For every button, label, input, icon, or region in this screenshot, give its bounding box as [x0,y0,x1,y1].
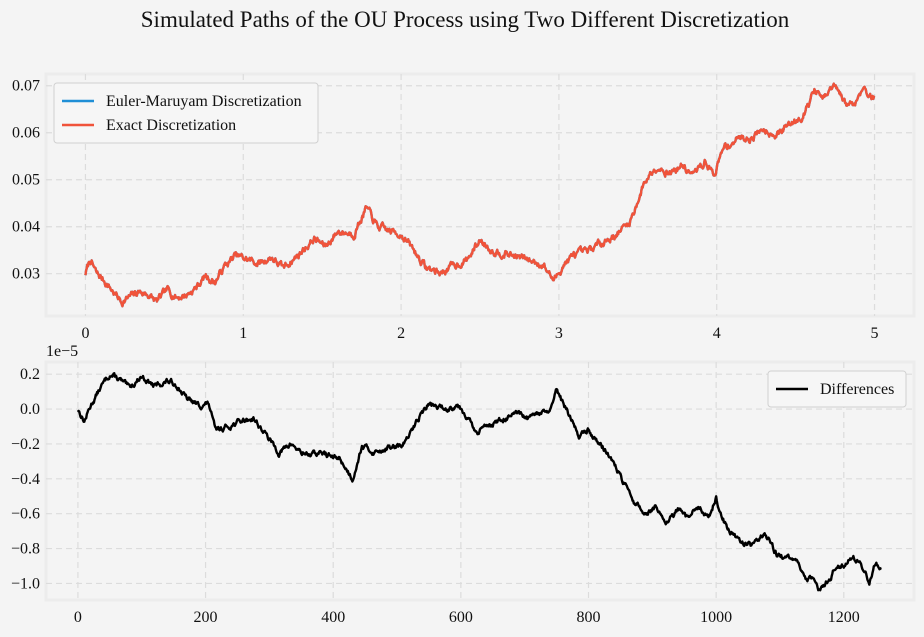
y-tick-label: 0.2 [20,366,40,383]
y-tick-label: 0.03 [12,266,40,283]
legend-box [767,370,907,408]
legend-label: Differences [820,381,894,398]
legend-label: Exact Discretization [106,117,236,134]
y-tick-label: 0.07 [12,78,40,95]
y-tick-label: 0.04 [12,219,40,236]
y-tick-label: −0.4 [11,471,40,488]
figure-title: Simulated Paths of the OU Process using … [141,7,790,32]
legend-label: Euler-Maruyam Discretization [106,93,302,110]
plot-area [44,72,916,318]
x-tick-label: 1200 [828,609,860,626]
x-tick-label: 0 [81,325,89,342]
x-tick-label: 3 [555,325,563,342]
x-tick-label: 2 [397,325,405,342]
y-offset-label: 1e−5 [46,343,78,360]
x-tick-label: 400 [321,609,345,626]
legend: Differences [767,370,907,408]
x-tick-label: 1 [239,325,247,342]
y-tick-label: −1.0 [11,575,40,592]
x-tick-label: 600 [449,609,473,626]
y-tick-label: −0.2 [11,436,40,453]
x-tick-label: 800 [577,609,601,626]
x-tick-label: 5 [871,325,879,342]
x-tick-label: 0 [74,609,82,626]
y-tick-label: −0.6 [11,506,40,523]
series-line-differences [76,372,883,592]
y-tick-label: −0.8 [11,541,40,558]
plot-area [44,360,916,602]
x-tick-label: 4 [713,325,721,342]
x-tick-label: 1000 [700,609,732,626]
top-chart-panel: 0 1 2 3 4 5 0.03 0.04 0.05 0.06 0.07 Euler-Maruyam … [12,72,916,342]
y-tick-label: 0.0 [20,401,40,418]
legend-box [53,82,319,144]
x-tick-label: 200 [194,609,218,626]
legend: Euler-Maruyam Discretization Exact Discre… [53,82,319,144]
y-tick-label: 0.05 [12,172,40,189]
y-tick-label: 0.06 [12,125,40,142]
bottom-chart-panel: 0 200 400 600 800 1000 1200 0.2 0.0 −0.2 −0.4 −0.6 −… [11,343,916,626]
series-line-exact-discretization [84,82,876,308]
